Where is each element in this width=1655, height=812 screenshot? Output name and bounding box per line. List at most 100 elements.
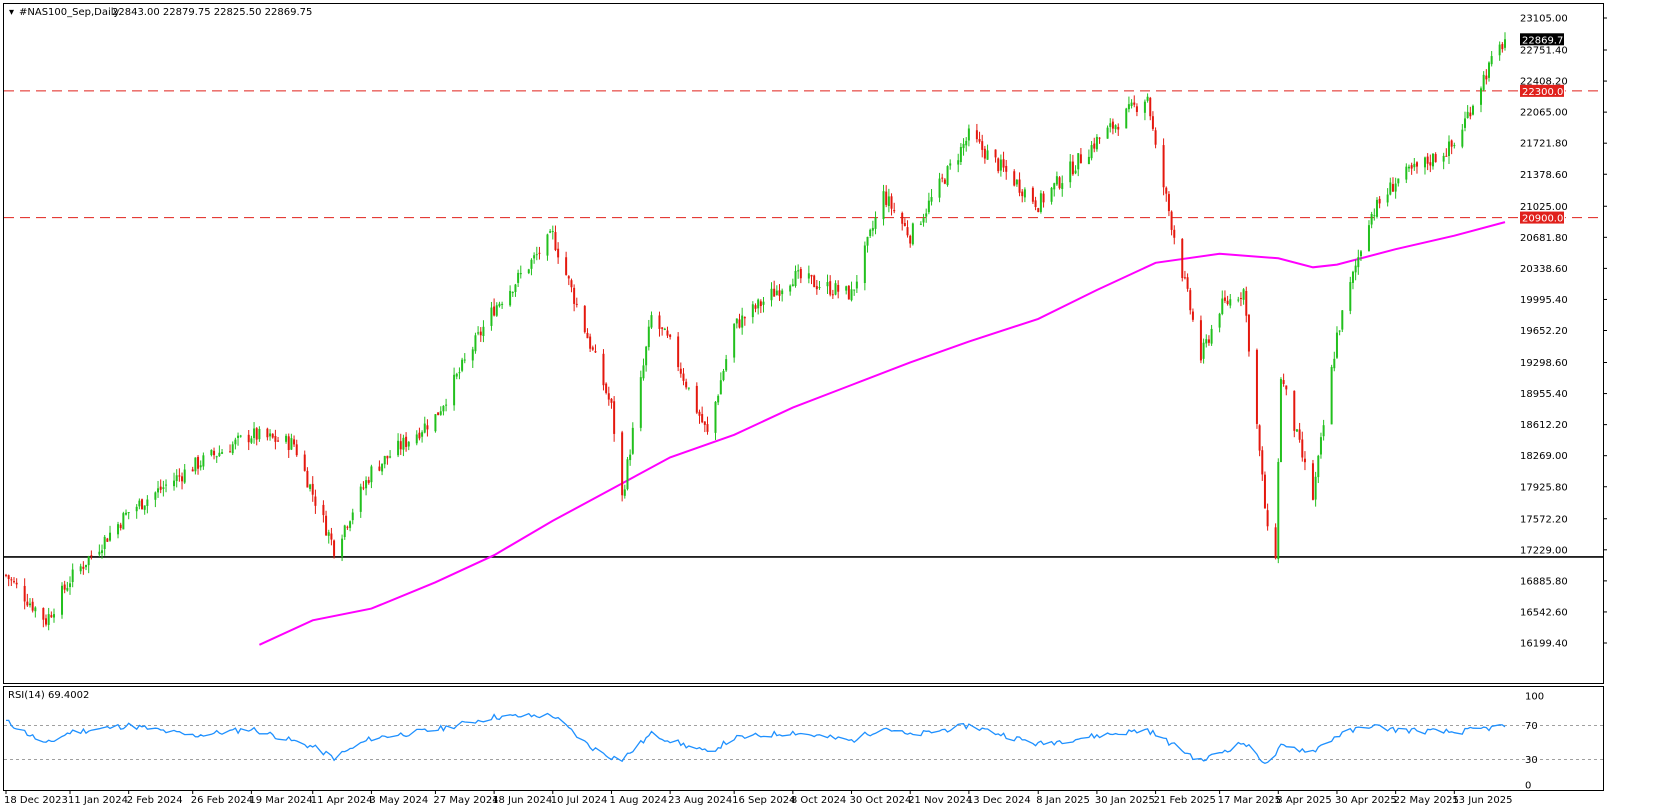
candle-up <box>53 614 56 618</box>
candle-down <box>997 158 1000 172</box>
date-tick-label: 13 Dec 2024 <box>967 795 1031 806</box>
candle-up <box>253 428 256 438</box>
candle-up <box>794 270 797 286</box>
candle-up <box>1359 251 1362 257</box>
candle-up <box>1442 155 1445 162</box>
candle-down <box>5 574 7 576</box>
candle-up <box>474 335 477 352</box>
candle-up <box>965 140 968 146</box>
chart-symbol-title: #NAS100_Sep,Daily <box>19 7 120 18</box>
candle-up <box>1023 189 1026 198</box>
candle-down <box>1165 187 1168 194</box>
candle-up <box>874 217 877 229</box>
candle-down <box>981 141 984 150</box>
candle-down <box>813 275 816 288</box>
candle-down <box>613 401 616 434</box>
candle-down <box>1223 297 1226 301</box>
candle-down <box>901 212 904 224</box>
candle-up <box>1242 289 1245 300</box>
candle-up <box>663 328 666 330</box>
candle-down <box>1445 155 1448 157</box>
price-tick-label: 17229.00 <box>1520 545 1568 556</box>
candle-up <box>938 178 941 198</box>
candle-up <box>1413 163 1416 168</box>
candle-up <box>959 146 962 163</box>
candle-up <box>1335 332 1338 358</box>
candle-up <box>789 285 792 292</box>
candle-down <box>1021 191 1024 197</box>
candle-up <box>1050 187 1053 202</box>
candle-down <box>1303 458 1306 463</box>
candle-down <box>682 373 685 381</box>
candle-up <box>762 301 765 305</box>
candle-down <box>1173 229 1176 238</box>
candle-down <box>13 581 16 583</box>
candle-up <box>850 289 853 301</box>
candle-down <box>594 351 597 353</box>
candle-up <box>1389 182 1392 195</box>
candle-down <box>557 248 560 258</box>
rsi-pane: 100 70 30 0 <box>4 692 1603 792</box>
candle-down <box>1013 171 1016 186</box>
candle-down <box>1117 126 1120 130</box>
candle-down <box>197 456 200 469</box>
candle-up <box>125 512 128 515</box>
candle-down <box>311 483 314 495</box>
candle-down <box>426 425 429 430</box>
candle-down <box>1183 277 1186 279</box>
candle-up <box>421 432 424 437</box>
candle-down <box>554 232 557 250</box>
candle-up <box>775 290 778 296</box>
candle-down <box>378 466 381 471</box>
candle-down <box>1282 380 1285 384</box>
candle-down <box>1261 450 1264 475</box>
candle-up <box>359 486 362 512</box>
candle-down <box>1154 130 1157 145</box>
candle-down <box>493 306 496 316</box>
candle-down <box>567 276 570 279</box>
candle-down <box>106 538 109 542</box>
candle-up <box>1397 178 1400 184</box>
date-tick-label: 30 Jan 2025 <box>1095 795 1155 806</box>
candle-up <box>530 259 533 269</box>
date-tick-label: 27 May 2024 <box>433 795 498 806</box>
candle-up <box>69 583 72 587</box>
candle-up <box>34 607 37 612</box>
candle-up <box>157 488 160 493</box>
candle-up <box>999 159 1002 171</box>
candle-up <box>423 423 426 433</box>
candle-up <box>647 326 650 348</box>
date-tick-label: 11 Jan 2024 <box>68 795 128 806</box>
candle-up <box>1077 153 1080 170</box>
symbol-dropdown-icon[interactable]: ▾ <box>9 7 14 18</box>
candle-down <box>303 454 306 471</box>
candle-down <box>743 317 746 319</box>
candle-up <box>490 307 493 326</box>
candle-up <box>127 512 130 514</box>
candle-down <box>1293 390 1296 431</box>
candle-up <box>1498 44 1501 56</box>
candle-down <box>994 149 997 158</box>
candle-up <box>925 213 928 217</box>
candle-down <box>50 615 53 618</box>
candle-up <box>687 387 690 389</box>
candle-down <box>754 305 757 309</box>
price-tick-label: 17572.20 <box>1520 514 1568 525</box>
candle-up <box>930 197 933 202</box>
candle-up <box>791 284 794 287</box>
candle-up <box>162 487 165 490</box>
candle-down <box>293 439 296 445</box>
candle-up <box>1330 367 1333 425</box>
price-tick-label: 20338.60 <box>1520 264 1568 275</box>
candle-down <box>703 421 706 425</box>
candle-up <box>887 196 890 207</box>
candle-down <box>178 475 181 477</box>
candle-up <box>645 346 648 366</box>
candle-down <box>607 393 610 400</box>
candle-up <box>1354 265 1357 273</box>
candle-down <box>10 579 13 581</box>
candle-down <box>1031 187 1034 202</box>
date-tick-label: 21 Feb 2025 <box>1154 795 1216 806</box>
candle-up <box>495 305 498 316</box>
candle-up <box>1471 105 1474 115</box>
